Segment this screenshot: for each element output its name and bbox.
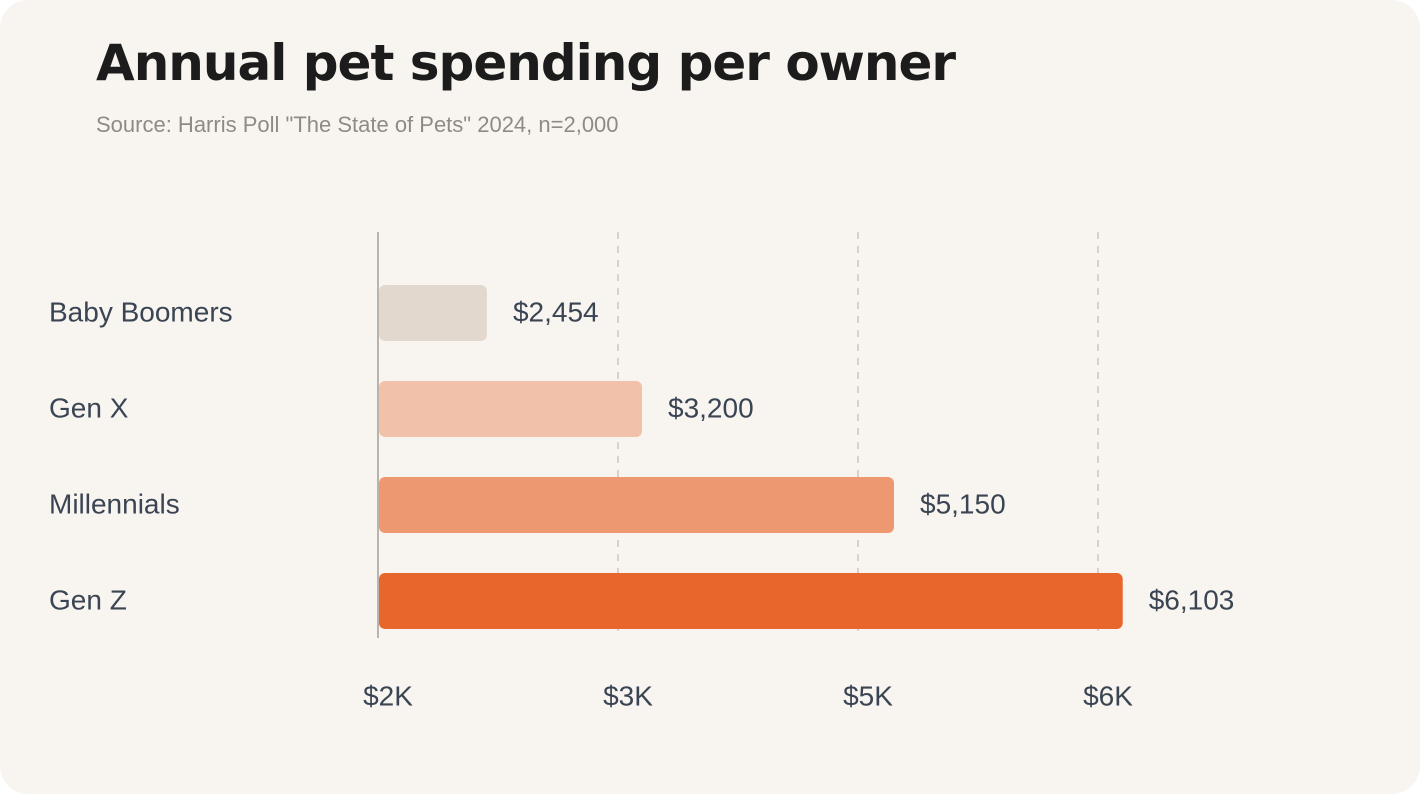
x-tick-label: $3K — [603, 680, 653, 711]
value-label: $3,200 — [668, 392, 754, 423]
bar — [379, 573, 1123, 629]
bar — [379, 381, 642, 437]
category-label: Gen Z — [49, 584, 127, 615]
value-label: $6,103 — [1149, 584, 1235, 615]
x-tick-label: $5K — [843, 680, 893, 711]
chart-subtitle: Source: Harris Poll "The State of Pets" … — [96, 112, 619, 137]
category-label: Baby Boomers — [49, 296, 233, 327]
bar — [379, 477, 894, 533]
x-axis: $2K $3K $5K $6K — [363, 680, 1133, 711]
labels-layer: Baby Boomers $2,454 Gen X $3,200 Millennials… — [49, 296, 1234, 615]
bars-layer — [379, 285, 1123, 629]
value-label: $5,150 — [920, 488, 1006, 519]
x-tick-label: $6K — [1083, 680, 1133, 711]
bar — [379, 285, 487, 341]
value-label: $2,454 — [513, 296, 599, 327]
category-label: Millennials — [49, 488, 180, 519]
x-tick-label: $2K — [363, 680, 413, 711]
chart-title: Annual pet spending per owner — [96, 34, 956, 92]
category-label: Gen X — [49, 392, 129, 423]
